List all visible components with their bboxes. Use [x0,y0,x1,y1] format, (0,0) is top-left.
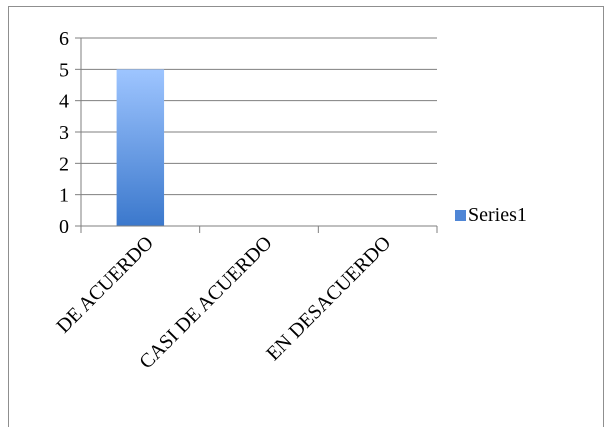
y-tick-label: 6 [59,28,69,50]
y-tick-label: 1 [59,185,69,207]
axes [75,37,438,233]
legend: Series1 [455,204,527,226]
y-tick-labels: 0 1 2 3 4 5 6 [59,28,69,238]
y-tick-label: 3 [59,122,69,144]
y-tick-label: 5 [59,59,69,81]
legend-label: Series1 [468,204,527,226]
legend-swatch [455,210,466,221]
x-tick-label: CASI DE ACUERDO [135,232,276,373]
y-tick-label: 0 [59,216,69,238]
bars [116,69,165,226]
x-tick-label: DE ACUERDO [52,232,158,338]
bar-de-acuerdo [116,69,165,226]
chart-area: 0 1 2 3 4 5 6 DE ACUERDO CASI DE ACUERDO EN DESA… [8,6,604,427]
y-tick-label: 4 [59,91,69,113]
y-tick-label: 2 [59,153,69,175]
x-tick-label: EN DESACUERDO [262,232,395,365]
